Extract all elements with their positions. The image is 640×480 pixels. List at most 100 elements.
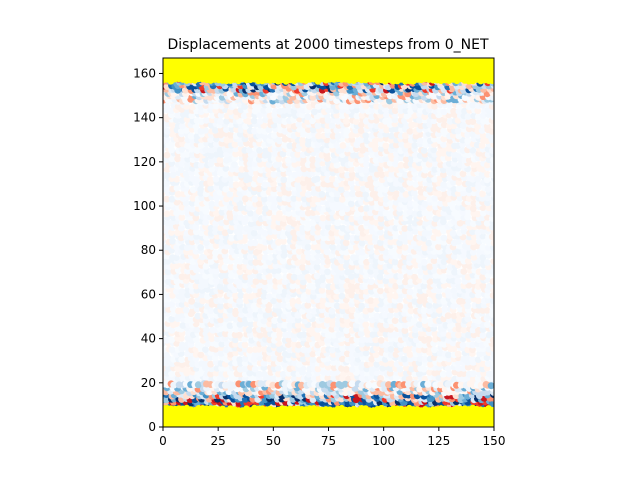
interior-particle	[450, 345, 458, 353]
interior-particle	[415, 346, 423, 354]
interior-particle	[334, 219, 341, 227]
interior-particle	[367, 278, 375, 286]
interior-particle	[342, 312, 350, 320]
interior-particle	[221, 264, 229, 271]
interior-particle	[194, 312, 202, 320]
interior-particle	[285, 336, 293, 343]
interior-particle	[445, 351, 452, 359]
interior-particle	[163, 151, 171, 159]
interior-particle	[391, 331, 399, 339]
interior-particle	[309, 156, 317, 164]
interior-particle	[294, 311, 302, 319]
interior-particle	[232, 307, 240, 315]
interior-particle	[299, 264, 306, 271]
interior-particle	[313, 272, 321, 280]
interior-particle	[455, 331, 462, 339]
interior-particle	[408, 365, 416, 373]
interior-particle	[324, 258, 332, 265]
interior-particle	[353, 311, 361, 319]
interior-particle	[391, 317, 399, 324]
interior-particle	[479, 332, 487, 339]
interior-particle	[396, 322, 404, 330]
interior-particle	[425, 335, 433, 343]
interior-particle	[397, 272, 405, 280]
interior-particle	[324, 369, 332, 377]
interior-particle	[489, 336, 494, 344]
interior-particle	[163, 210, 171, 218]
interior-particle	[421, 166, 429, 174]
interior-particle	[490, 317, 494, 324]
interior-particle	[222, 330, 229, 338]
interior-particle	[236, 224, 244, 231]
interior-particle	[163, 161, 166, 169]
interior-particle	[330, 375, 338, 382]
interior-particle	[343, 327, 350, 334]
interior-particle	[188, 205, 196, 213]
interior-particle	[241, 355, 249, 362]
interior-particle	[256, 147, 263, 154]
interior-particle	[382, 142, 390, 150]
interior-particle	[445, 331, 453, 339]
interior-particle	[357, 330, 365, 337]
interior-particle	[421, 375, 429, 383]
interior-particle	[276, 355, 284, 363]
interior-particle	[266, 320, 273, 328]
interior-particle	[178, 361, 186, 368]
interior-particle	[401, 244, 409, 251]
interior-particle	[343, 190, 351, 198]
interior-particle	[305, 370, 313, 378]
interior-particle	[173, 340, 181, 347]
interior-particle	[469, 370, 477, 378]
interior-particle	[373, 360, 381, 368]
interior-particle	[449, 230, 457, 237]
interior-particle	[396, 302, 404, 310]
interior-particle	[227, 369, 234, 377]
interior-particle	[232, 325, 240, 333]
interior-particle	[226, 209, 234, 217]
interior-particle	[342, 117, 350, 125]
interior-particle	[421, 317, 429, 324]
interior-particle	[289, 297, 297, 305]
interior-particle	[231, 161, 238, 169]
interior-particle	[324, 316, 331, 324]
interior-particle	[396, 365, 404, 373]
interior-particle	[480, 268, 487, 275]
interior-particle	[189, 360, 196, 368]
interior-particle	[489, 147, 494, 154]
interior-particle	[406, 288, 414, 296]
interior-particle	[372, 180, 380, 187]
interior-particle	[479, 190, 486, 198]
interior-particle	[168, 346, 176, 354]
interior-particle	[440, 341, 448, 348]
interior-particle	[299, 355, 307, 363]
interior-particle	[300, 331, 308, 338]
interior-particle	[294, 200, 302, 208]
interior-particle	[483, 219, 491, 227]
interior-particle	[382, 341, 390, 348]
interior-particle	[193, 326, 201, 334]
interior-particle	[168, 326, 176, 334]
interior-particle	[358, 361, 366, 368]
interior-particle	[401, 327, 409, 334]
interior-particle	[330, 331, 338, 339]
interior-particle	[246, 311, 254, 319]
interior-particle	[168, 336, 176, 344]
interior-particle	[421, 355, 429, 363]
interior-particle	[168, 315, 176, 323]
interior-particle	[251, 195, 259, 203]
interior-particle	[319, 214, 327, 222]
interior-particle	[286, 346, 294, 354]
interior-particle	[218, 340, 226, 348]
interior-particle	[270, 375, 278, 383]
interior-particle	[276, 210, 283, 218]
interior-particle	[387, 312, 394, 319]
interior-particle	[464, 363, 472, 371]
band-particle	[437, 381, 445, 389]
interior-particle	[362, 132, 370, 140]
interior-particle	[236, 331, 243, 339]
interior-particle	[275, 273, 282, 280]
interior-particle	[163, 346, 167, 354]
interior-particle	[260, 326, 268, 333]
interior-particle	[291, 375, 298, 383]
interior-particle	[343, 127, 351, 135]
